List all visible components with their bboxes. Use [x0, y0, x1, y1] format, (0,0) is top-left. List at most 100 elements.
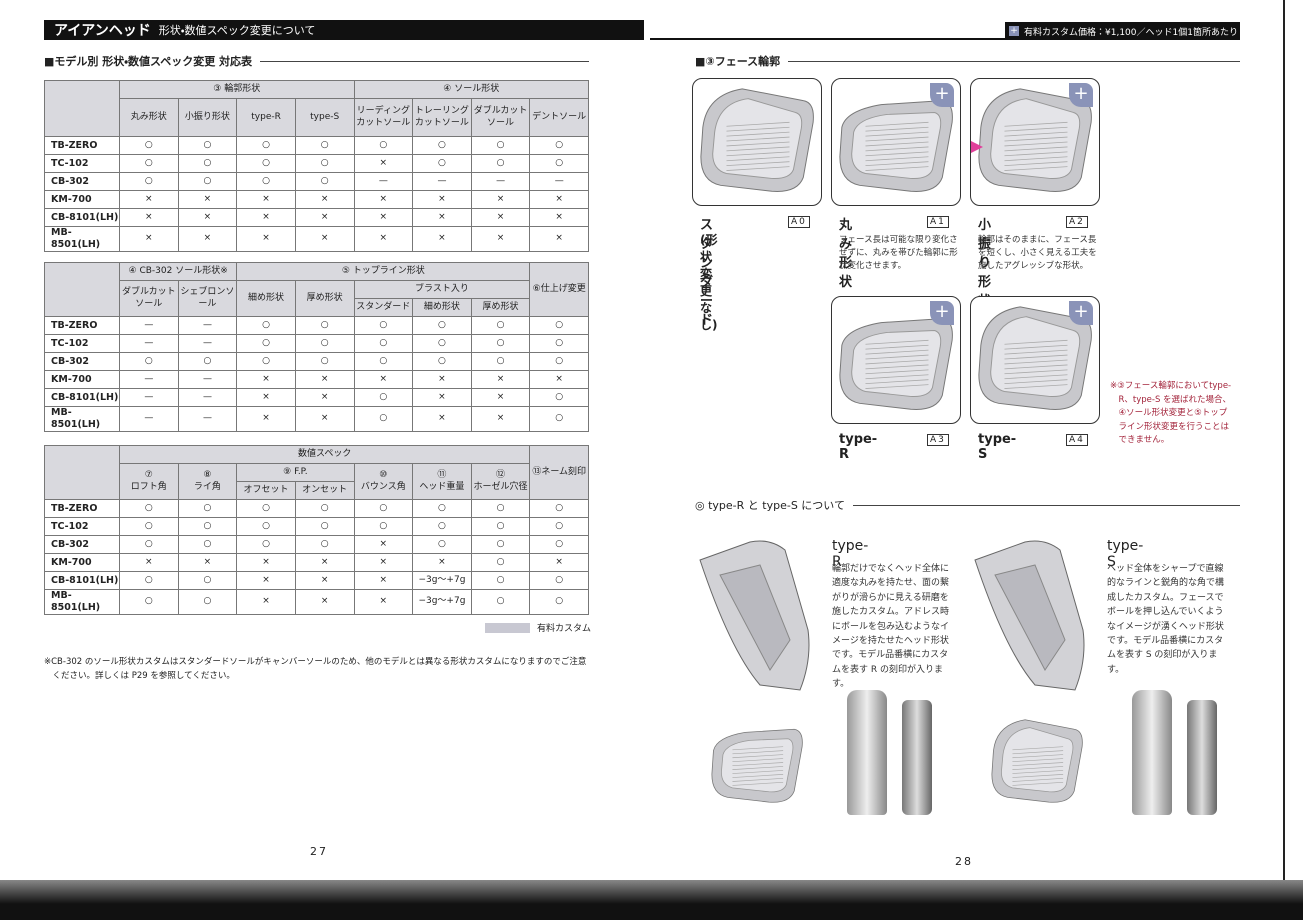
groove: [1004, 121, 1068, 127]
iron-head-image: [711, 728, 803, 803]
table-cell: ○: [529, 136, 589, 155]
groove: [732, 778, 784, 782]
groove: [726, 151, 790, 157]
item-desc: フェース長は可能な限り変化させずに、丸みを帯びた輪郭に形状変化させます。: [839, 235, 958, 272]
table-cell: ×: [177, 208, 238, 227]
table-cell: ×: [470, 370, 531, 389]
model-name: TC-102: [44, 154, 120, 173]
table-cell: ○: [412, 535, 472, 554]
table-row: CB-302 ○ ○ ○ ○ ○ ○ ○ ○: [44, 352, 589, 371]
groove: [865, 344, 929, 350]
item-name: スタンダード: [700, 218, 714, 328]
item-code: A2: [1066, 216, 1088, 228]
table-cell: ○: [529, 589, 589, 615]
table-cell: ○: [294, 499, 355, 518]
table-cell: ○: [470, 535, 531, 554]
table-cell: ×: [294, 208, 355, 227]
groove: [1004, 384, 1068, 389]
table-cell: ×: [236, 553, 296, 572]
table-cell: —: [119, 406, 179, 432]
table-cell: ○: [119, 571, 179, 590]
groove: [865, 156, 929, 162]
groove: [726, 161, 790, 167]
table-cell: ○: [177, 154, 238, 173]
table-cell: —: [177, 316, 238, 335]
table-cell: ○: [119, 154, 179, 173]
table-row: ③ 輪郭形状 ④ ソール形状: [44, 80, 589, 137]
groove: [1004, 151, 1068, 157]
club-image: [965, 520, 1100, 700]
item-name: type-S: [978, 432, 1017, 462]
table-row: TB-ZERO ○ ○ ○ ○ ○ ○ ○ ○: [44, 499, 589, 518]
table-header: 丸み形状: [119, 98, 179, 137]
model-name: CB-8101(LH): [44, 388, 120, 407]
table-cell: ○: [470, 136, 531, 155]
table-row: MB-8501(LH) ○ ○ × × × −3g〜+7g ○ ○: [44, 589, 589, 615]
table-header: ⑨ F.P.: [236, 463, 355, 482]
groove: [865, 359, 929, 365]
groove: [1004, 349, 1068, 355]
groove: [865, 146, 929, 152]
table-header: type-S: [294, 98, 355, 137]
table-cell: ×: [412, 406, 472, 432]
table-header: ⑥仕上げ変更: [529, 262, 589, 317]
table-header: ⑤ トップライン形状: [236, 262, 531, 281]
text: ホーゼル穴径: [473, 481, 528, 492]
table-row: スタンダード 細め形状 厚め形状: [45, 298, 589, 317]
table-cell: ○: [236, 136, 296, 155]
table-cell: ×: [294, 370, 355, 389]
table-cell: ×: [236, 388, 296, 407]
table-cell: ○: [412, 316, 472, 335]
groove: [1004, 166, 1068, 171]
table-cell: —: [119, 334, 179, 353]
footnote: ※CB-302 のソール形状カスタムはスタンダードソールがキャンバーソールのため…: [44, 657, 587, 681]
table-cell: —: [177, 388, 238, 407]
table-row: ⑦ ロフト角 ⑧ ライ角 ⑨ F.P. ⑩ バウンス角 ⑪ ヘッド重量 ⑫ ホーゼル穴径: [45, 463, 589, 500]
table-row: KM-700 × × × × × × ○ ×: [44, 553, 589, 572]
text: ⑧: [203, 470, 212, 481]
groove: [865, 166, 929, 171]
table-cell: ×: [294, 226, 355, 252]
item-sub: (形状変更なし): [700, 233, 718, 332]
table-cell: ○: [236, 172, 296, 191]
groove: [1012, 762, 1064, 766]
groove: [726, 136, 790, 142]
table-cell: ○: [119, 589, 179, 615]
table-cell: ×: [294, 553, 355, 572]
groove: [1004, 146, 1068, 152]
table-cell: ○: [177, 352, 238, 371]
table-cell: ○: [353, 406, 414, 432]
table-cell: ×: [236, 208, 296, 227]
item-code: A4: [1066, 434, 1088, 446]
table-cell: ×: [412, 226, 472, 252]
table-cell: —: [119, 370, 179, 389]
table-cell: ○: [529, 388, 589, 407]
model-name: MB-8501(LH): [44, 226, 120, 252]
groove: [865, 369, 929, 375]
price-bar: + 有料カスタム価格：¥1,100／ヘッド1個1箇所あたり: [1005, 22, 1240, 40]
text: 数値スペック ⑬ネーム刻印 ⑦ ロフト角 ⑧ ライ角 ⑨ F.P. ⑩ バウンス角 ⑪ ヘッド重量…: [44, 445, 589, 500]
groove: [865, 384, 929, 389]
groove: [726, 166, 790, 171]
hosel-image: [902, 700, 932, 815]
table-cell: ○: [470, 571, 531, 590]
table-row: ④ CB-302 ソール形状※ ⑤ トップライン形状 ⑥仕上げ変更: [44, 262, 589, 317]
groove: [732, 766, 784, 770]
table-cell: ○: [119, 535, 179, 554]
plus-icon: +: [930, 83, 954, 107]
table-cell: ○: [353, 136, 414, 155]
table-cell: ×: [529, 208, 589, 227]
section-title: ◎ type-R と type-S について: [695, 497, 1240, 513]
groove: [865, 379, 929, 385]
groove: [732, 758, 784, 763]
model-name: TB-ZERO: [44, 316, 120, 335]
groove: [865, 136, 929, 142]
table-cell: ○: [412, 154, 472, 173]
table-cell: ○: [529, 517, 589, 536]
groove: [1004, 161, 1068, 167]
table-cell: ○: [119, 517, 179, 536]
table-cell: ×: [294, 190, 355, 209]
model-name: TB-ZERO: [44, 499, 120, 518]
table-row: TB-ZERO — — ○ ○ ○ ○ ○ ○: [44, 316, 589, 335]
table-cell: ○: [470, 589, 531, 615]
